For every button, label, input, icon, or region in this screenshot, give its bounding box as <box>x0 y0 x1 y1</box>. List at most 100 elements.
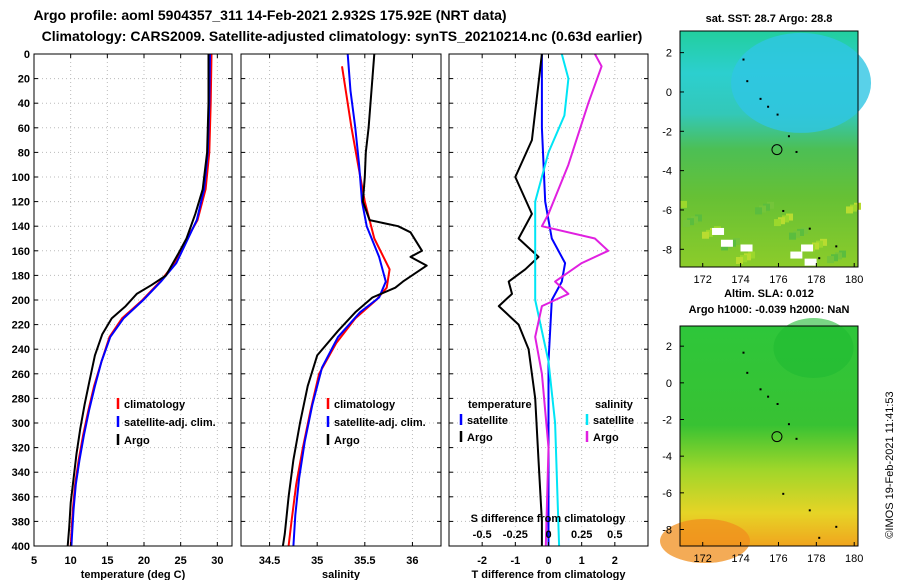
legend-title: temperature <box>468 399 532 411</box>
x-tick-label: -2 <box>477 555 487 567</box>
series-line <box>534 53 610 547</box>
difference-panel: -2 -1 0 1 2 T difference from climatology temp… <box>448 53 649 581</box>
series-line <box>292 53 387 547</box>
map-warm-patch <box>731 32 872 133</box>
legend-label: climatology <box>334 399 396 411</box>
island-dot <box>746 80 749 83</box>
secondary-tick-label: 0.25 <box>571 529 592 541</box>
y-tick-label: 300 <box>12 418 30 430</box>
x-tick-label: 178 <box>807 553 825 565</box>
y-tick-label: -8 <box>662 244 672 256</box>
map-pixel <box>691 216 698 224</box>
series-line <box>497 53 543 546</box>
series-line <box>70 53 211 547</box>
y-tick-label: -2 <box>662 415 672 427</box>
y-tick-label: 280 <box>12 393 30 405</box>
island-dot <box>746 371 749 374</box>
sst-map: sat. SST: 28.7 Argo: 28.8 172 174 176 178 180… <box>662 13 872 286</box>
x-tick-label: 15 <box>101 555 113 567</box>
map-subtitle: Argo h1000: -0.039 h2000: NaN <box>689 304 850 316</box>
map-pixel <box>683 220 690 227</box>
legend-label: satellite <box>593 415 634 427</box>
x-tick-label: 178 <box>807 274 825 286</box>
argo-location-marker <box>771 144 783 156</box>
series-line <box>534 53 570 547</box>
legend-label: Argo <box>124 435 150 447</box>
map-cloud-gap <box>804 258 817 266</box>
map-pixel <box>793 230 800 238</box>
legend-label: Argo <box>334 435 360 447</box>
map-cloud-gap <box>790 251 803 259</box>
map-pixel <box>687 218 694 226</box>
y-tick-label: 20 <box>18 74 30 86</box>
map-pixel <box>759 205 766 213</box>
y-tick-label: 260 <box>12 369 30 381</box>
x-tick-label: 176 <box>769 553 787 565</box>
island-dot <box>795 437 798 440</box>
map-pixel <box>839 250 846 258</box>
island-dot <box>808 227 811 230</box>
map-pixel <box>763 203 770 211</box>
map-cloud-gap <box>720 239 733 247</box>
legend-title: salinity <box>595 399 634 411</box>
x-axis-label: salinity <box>322 569 361 580</box>
island-dot <box>835 245 838 248</box>
map-pixel <box>721 243 728 251</box>
y-tick-label: 60 <box>18 123 30 135</box>
x-tick-label: 2 <box>612 555 618 567</box>
map-pixel <box>702 231 709 239</box>
y-tick-label: 40 <box>18 98 30 110</box>
y-tick-label: -6 <box>662 205 672 217</box>
map-cloud-gap <box>801 244 814 252</box>
argo-location-marker <box>771 431 783 443</box>
y-tick-label: 140 <box>12 221 30 233</box>
map-low-patch <box>773 318 854 378</box>
legend-label: Argo <box>593 432 619 444</box>
y-tick-label: 2 <box>666 48 672 60</box>
x-tick-label: 174 <box>731 274 749 286</box>
island-dot <box>742 351 745 354</box>
island-dot <box>818 257 821 260</box>
x-tick-label: 176 <box>769 274 787 286</box>
y-tick-label: 100 <box>12 172 30 184</box>
legend-label: satellite-adj. clim. <box>124 417 216 429</box>
y-tick-label: 0 <box>666 87 672 99</box>
map-pixel <box>736 257 743 264</box>
map-pixel <box>774 219 781 227</box>
legend-label: satellite <box>467 415 508 427</box>
map-pixel <box>820 238 827 246</box>
y-tick-label: 80 <box>18 147 30 159</box>
y-tick-label: 240 <box>12 344 30 356</box>
x-tick-label: 30 <box>211 555 223 567</box>
series-line <box>540 54 567 546</box>
x-tick-label: 180 <box>845 274 863 286</box>
x-tick-label: 35.5 <box>354 555 375 567</box>
map-pixel <box>797 228 804 236</box>
map-pixel <box>816 240 823 248</box>
map-pixel <box>846 206 853 214</box>
island-dot <box>759 97 762 100</box>
x-tick-label: 10 <box>65 555 77 567</box>
island-dot <box>818 536 821 539</box>
island-dot <box>782 209 785 212</box>
y-tick-label: 340 <box>12 467 30 479</box>
y-tick-label: -4 <box>662 166 672 178</box>
legend-label: satellite-adj. clim. <box>334 417 426 429</box>
island-dot <box>795 150 798 153</box>
map-pixel <box>767 201 774 209</box>
x-tick-label: 180 <box>845 553 863 565</box>
x-axis-label: T difference from climatology <box>471 569 626 580</box>
map-pixel <box>733 237 740 245</box>
island-dot <box>759 388 762 391</box>
temperature-panel: 0 20 40 60 80 100 120 140 160 180 200 220 240 260 280 3… <box>12 49 233 581</box>
y-tick-label: -4 <box>662 451 672 463</box>
map-pixel <box>812 242 819 250</box>
island-dot <box>776 403 779 405</box>
series-line <box>281 53 428 547</box>
y-tick-label: 320 <box>12 443 30 455</box>
y-tick-label: 400 <box>12 541 30 553</box>
island-dot <box>776 113 779 116</box>
y-tick-label: 360 <box>12 492 30 504</box>
island-dot <box>787 135 790 138</box>
